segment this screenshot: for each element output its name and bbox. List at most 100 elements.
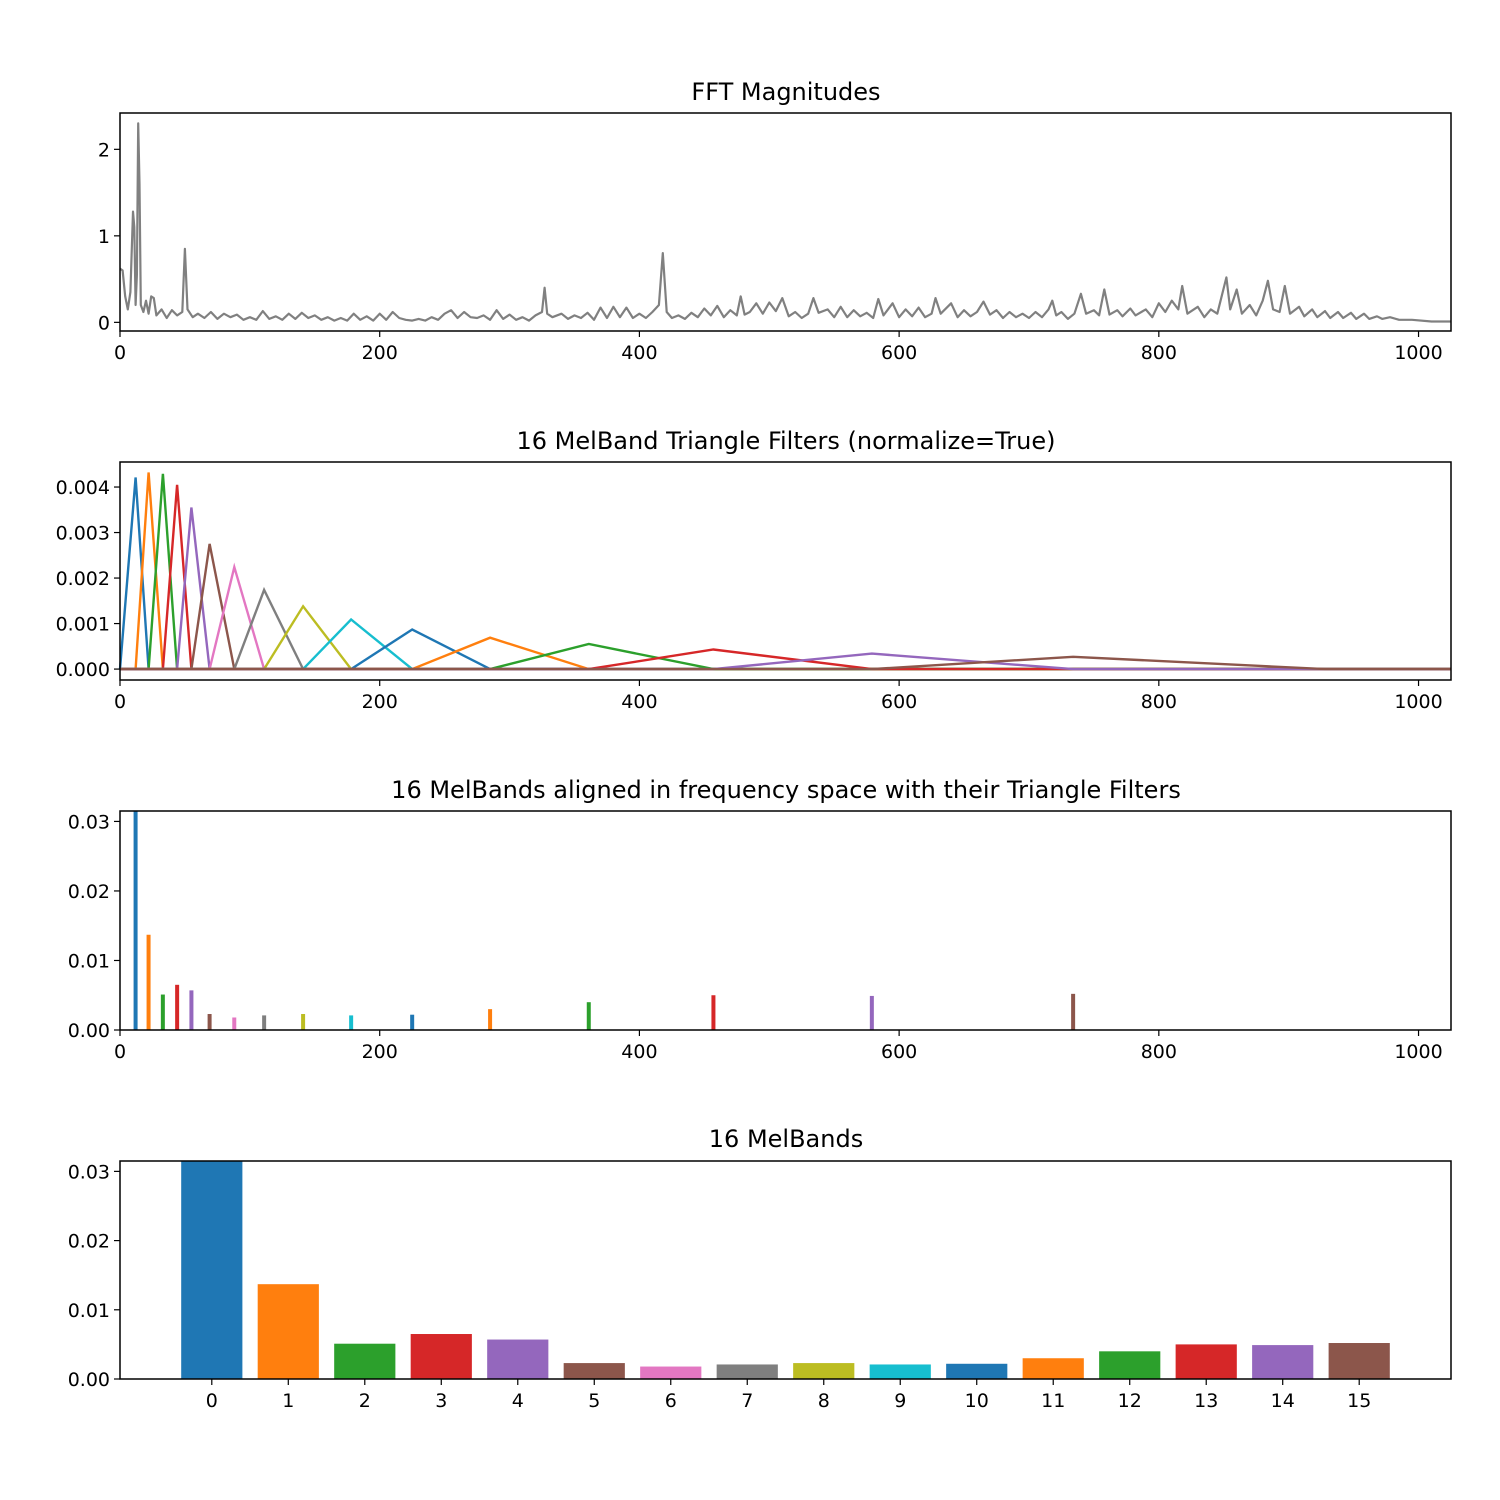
melbands-x-tick-label: 0	[206, 1390, 218, 1412]
triangle-filters-x-tick-label: 800	[1141, 691, 1177, 713]
fft-magnitudes-panel: FFT Magnitudes 0 200 400 600 800 1000 0 1 2	[98, 78, 1452, 364]
aligned-melbands-x-tick-label: 1000	[1394, 1041, 1442, 1063]
melbands-x-tick-label: 8	[818, 1390, 830, 1412]
melband-bar-3	[410, 1334, 472, 1379]
triangle-filters-x-tick-label: 200	[362, 691, 398, 713]
aligned-melband-bar-0	[133, 811, 138, 1030]
melband-bar-12	[1099, 1351, 1161, 1379]
melbands-x-tick-label: 6	[665, 1390, 677, 1412]
melband-bar-13	[1175, 1344, 1237, 1379]
aligned-melband-bar-8	[301, 1014, 306, 1030]
aligned-melbands-y-tick-label: 0.00	[68, 1020, 110, 1042]
fft-magnitudes-y-tick-label: 2	[98, 139, 110, 161]
triangle-filters-x-tick-label: 1000	[1394, 691, 1442, 713]
aligned-melbands-axes-frame	[119, 810, 1452, 1031]
melband-bar-11	[1022, 1358, 1084, 1379]
melband-bar-15	[1328, 1343, 1390, 1379]
aligned-melbands-y-tick-label: 0.02	[68, 881, 110, 903]
aligned-melbands-plot: 0 200 400 600 800 1000 0.00 0.01 0.02 0.03	[68, 811, 1443, 1063]
triangle-filters-y-tick-label: 0.002	[56, 568, 110, 590]
aligned-melband-bar-7	[262, 1015, 267, 1030]
fft-magnitudes-x-tick-label: 800	[1141, 342, 1177, 364]
melbands-x-tick-label: 11	[1041, 1390, 1065, 1412]
melbands-x-tick-label: 2	[359, 1390, 371, 1412]
aligned-melbands-title: 16 MelBands aligned in frequency space w…	[391, 776, 1181, 804]
fft-magnitudes-plot: 0 200 400 600 800 1000 0 1 2	[98, 122, 1451, 364]
melbands-x-tick-label: 1	[282, 1390, 294, 1412]
melbands-x-tick-label: 9	[894, 1390, 906, 1412]
aligned-melband-bar-3	[175, 984, 180, 1030]
aligned-melband-bar-9	[349, 1015, 354, 1030]
fft-magnitudes-x-tick-label: 1000	[1394, 342, 1442, 364]
triangle-filters-title: 16 MelBand Triangle Filters (normalize=T…	[517, 427, 1056, 455]
aligned-melbands-x-tick-label: 600	[881, 1041, 917, 1063]
melband-bar-9	[869, 1364, 931, 1379]
melbands-x-tick-label: 5	[588, 1390, 600, 1412]
triangle-filters-axes-frame	[119, 461, 1452, 681]
triangle-filters-y-tick-label: 0.000	[56, 659, 110, 681]
aligned-melbands-x-tick-label: 400	[621, 1041, 657, 1063]
aligned-melband-bar-15	[1071, 993, 1076, 1030]
melband-bar-10	[946, 1363, 1008, 1379]
aligned-melband-bar-12	[586, 1002, 591, 1030]
melbands-x-tick-label: 4	[512, 1390, 524, 1412]
melbands-y-tick-label: 0.03	[68, 1161, 110, 1183]
aligned-melband-bar-13	[711, 995, 716, 1030]
melband-bar-8	[793, 1363, 855, 1379]
melbands-x-tick-label: 12	[1118, 1390, 1142, 1412]
aligned-melband-bar-11	[488, 1009, 493, 1030]
melbands-y-tick-label: 0.02	[68, 1231, 110, 1253]
melbands-x-tick-label: 15	[1347, 1390, 1371, 1412]
melbands-y-tick-label: 0.00	[68, 1369, 110, 1391]
melband-bar-7	[716, 1364, 778, 1379]
melband-bar-0	[181, 1161, 243, 1379]
melband-bar-4	[487, 1339, 549, 1379]
melbands-axes-frame	[119, 1160, 1452, 1380]
melbands-x-tick-label: 13	[1194, 1390, 1218, 1412]
fft-magnitudes-x-tick-label: 0	[114, 342, 126, 364]
melbands-title: 16 MelBands	[709, 1125, 863, 1153]
triangle-filters-y-tick-label: 0.004	[56, 477, 110, 499]
triangle-filter-15	[120, 655, 1451, 671]
triangle-filters-plot: 0 200 400 600 800 1000 0.000 0.001 0.002 0.003 0.0…	[56, 472, 1451, 713]
aligned-melband-bar-1	[146, 934, 151, 1030]
aligned-melbands-x-tick-label: 800	[1141, 1041, 1177, 1063]
fft-magnitudes-axes-frame	[119, 112, 1452, 332]
melband-bar-2	[334, 1343, 396, 1379]
melbands-x-tick-label: 3	[435, 1390, 447, 1412]
aligned-melbands-y-tick-label: 0.01	[68, 950, 110, 972]
melbands-y-tick-label: 0.01	[68, 1300, 110, 1322]
aligned-melband-bar-2	[160, 994, 165, 1030]
melbands-x-tick-label: 10	[965, 1390, 989, 1412]
melbands-x-tick-label: 7	[741, 1390, 753, 1412]
triangle-filters-y-tick-label: 0.003	[56, 523, 110, 545]
fft-magnitudes-y-tick-label: 1	[98, 226, 110, 248]
melbands-x-tick-label: 14	[1271, 1390, 1295, 1412]
triangle-filters-x-tick-label: 0	[114, 691, 126, 713]
melband-bar-14	[1252, 1345, 1314, 1379]
melbands-panel: 16 MelBands 0 1 2 3 4 5 6 7 8 9 10 11 12 13 14 150.000.…	[68, 1125, 1452, 1412]
melband-bar-5	[563, 1363, 625, 1379]
melbands-plot: 0 1 2 3 4 5 6 7 8 9 10 11 12 13 14 150.000.010.020.03	[68, 1161, 1390, 1412]
fft-magnitudes-x-tick-label: 200	[362, 342, 398, 364]
aligned-melband-bar-6	[232, 1017, 237, 1030]
aligned-melband-bar-5	[207, 1014, 212, 1030]
aligned-melband-bar-10	[410, 1014, 415, 1030]
aligned-melbands-y-tick-label: 0.03	[68, 811, 110, 833]
triangle-filters-x-tick-label: 600	[881, 691, 917, 713]
triangle-filters-x-tick-label: 400	[621, 691, 657, 713]
fft-magnitudes-y-tick-label: 0	[98, 312, 110, 334]
triangle-filters-panel: 16 MelBand Triangle Filters (normalize=T…	[56, 427, 1452, 713]
fft-magnitudes-x-tick-label: 600	[881, 342, 917, 364]
fft-magnitudes-title: FFT Magnitudes	[691, 78, 880, 106]
aligned-melbands-x-tick-label: 0	[114, 1041, 126, 1063]
fft-magnitudes-x-tick-label: 400	[621, 342, 657, 364]
melband-bar-1	[257, 1284, 319, 1379]
triangle-filters-y-tick-label: 0.001	[56, 614, 110, 636]
aligned-melband-bar-14	[869, 995, 874, 1030]
melband-bar-6	[640, 1366, 702, 1379]
fft-magnitude-line	[119, 122, 1451, 323]
aligned-melband-bar-4	[189, 990, 194, 1030]
